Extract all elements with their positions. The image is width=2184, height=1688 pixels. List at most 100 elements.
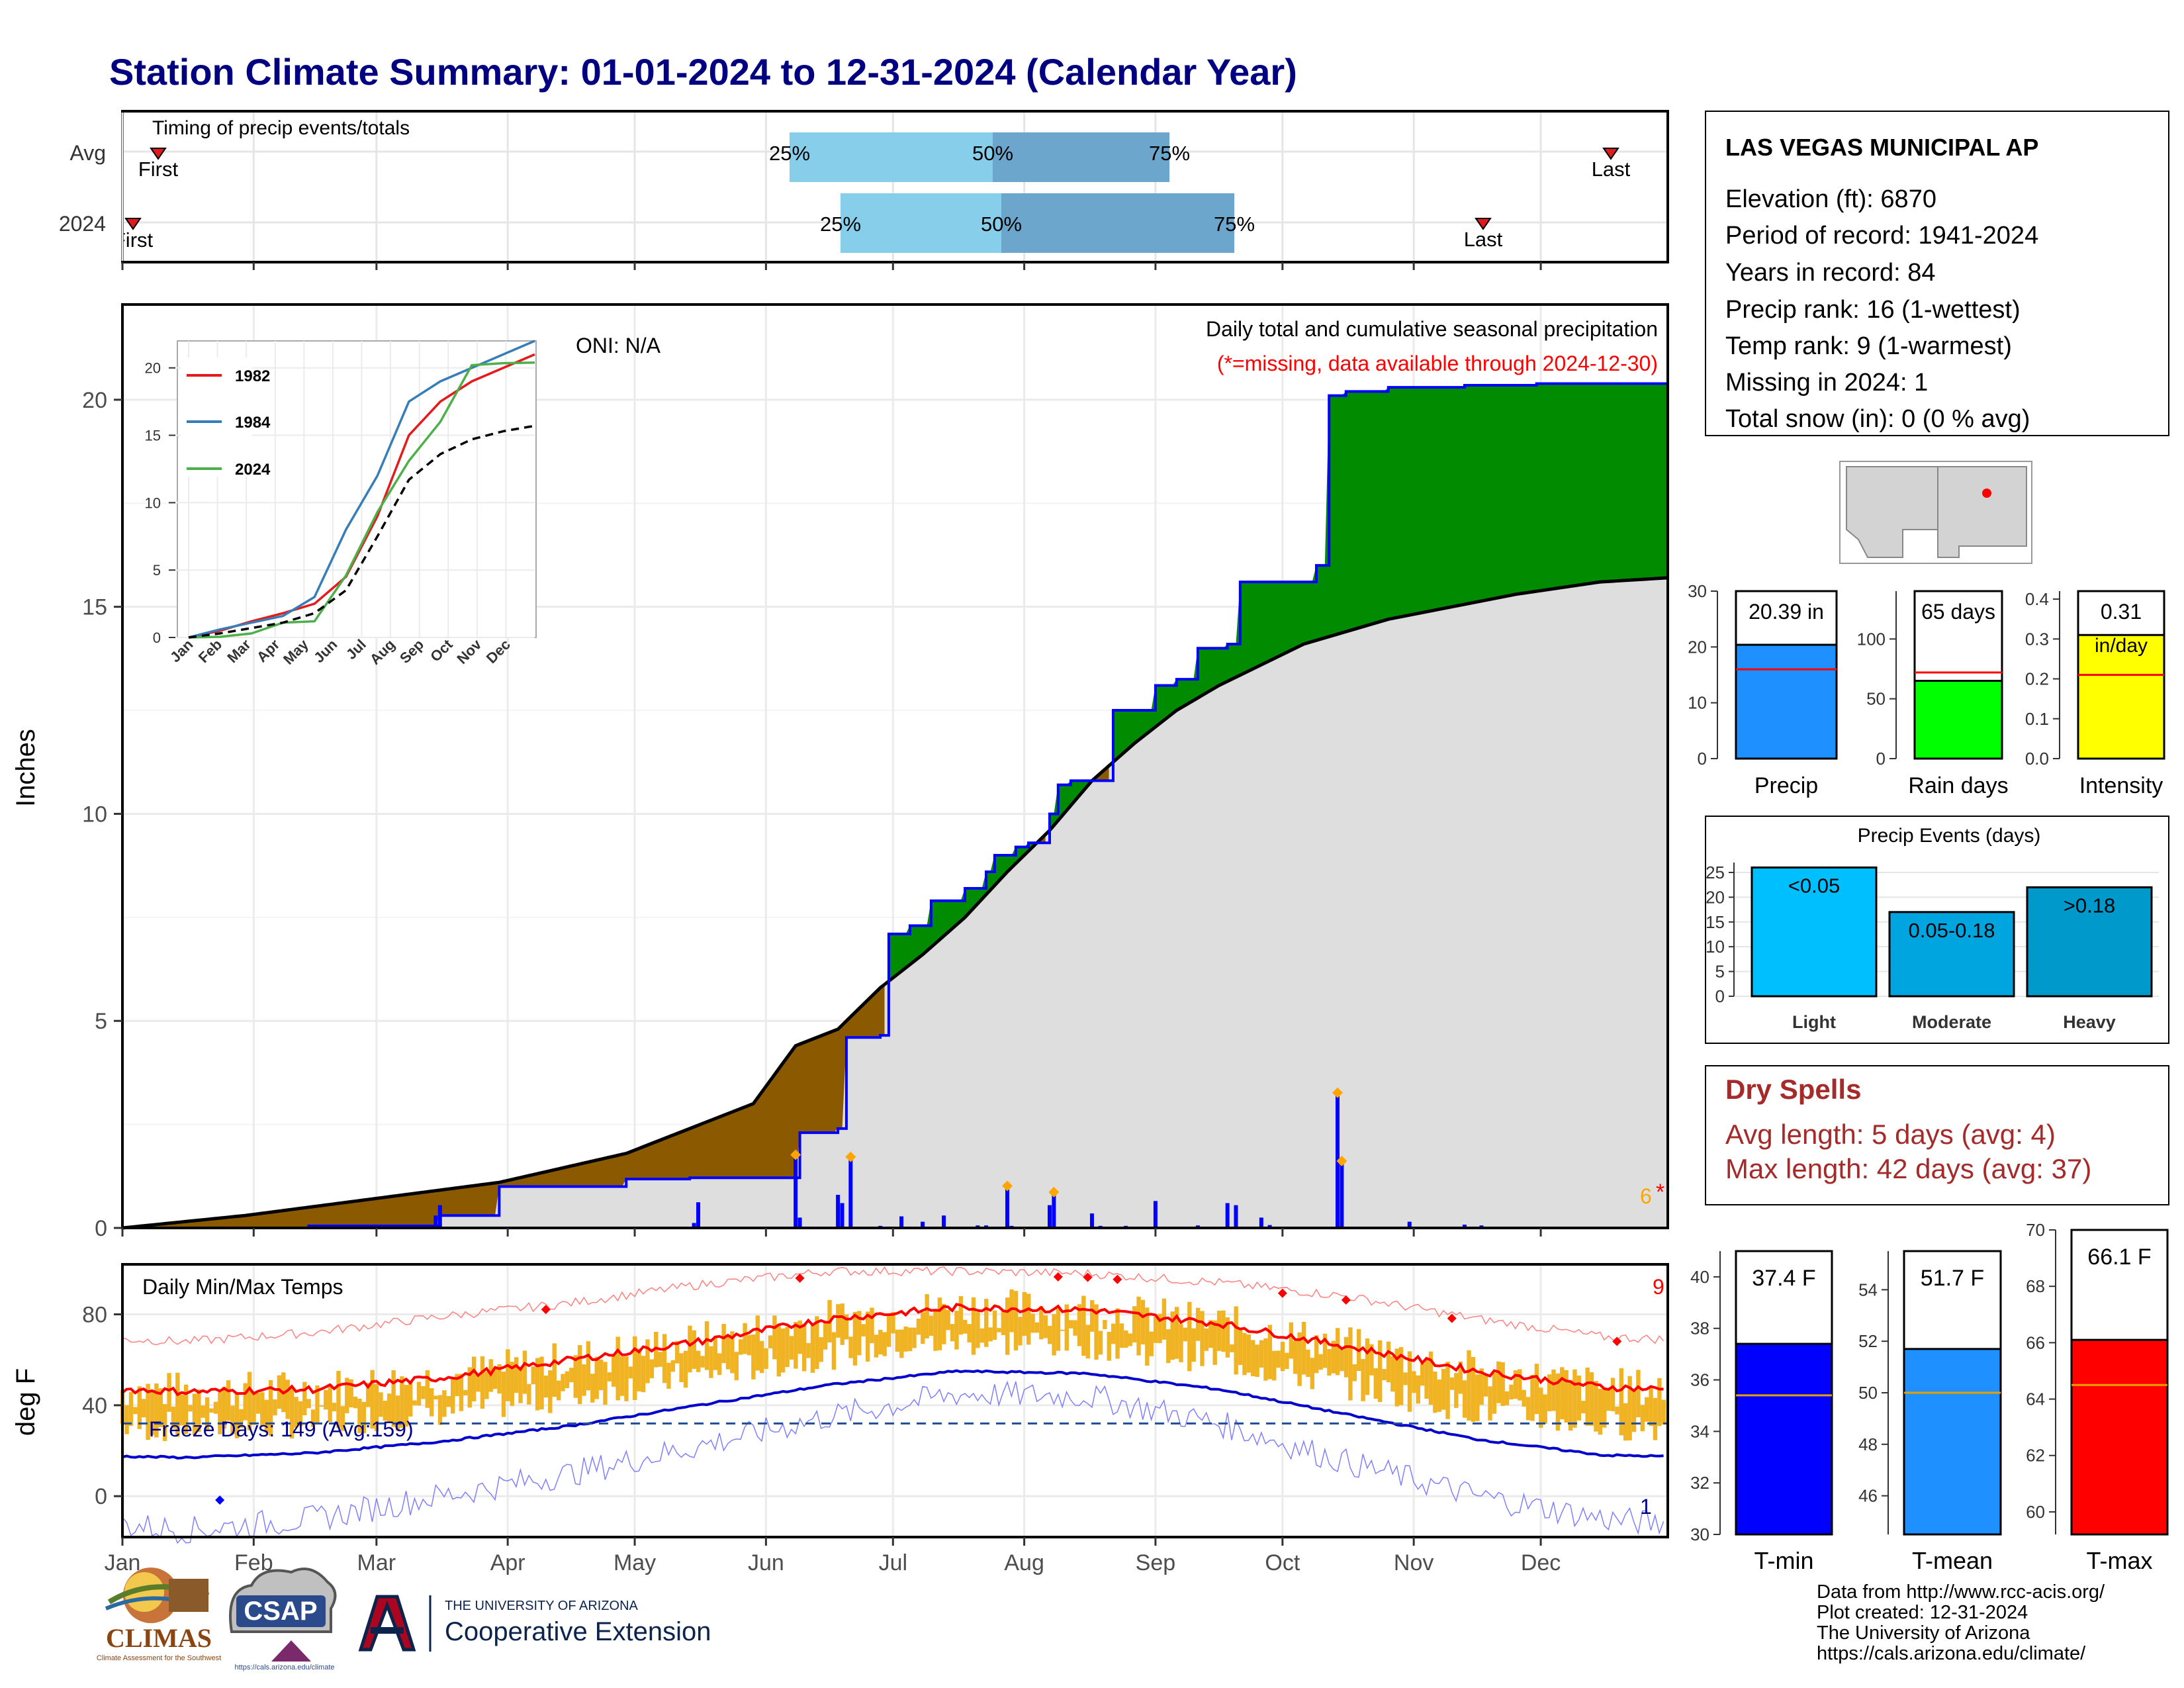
daily-precip-bar (921, 1221, 925, 1228)
daily-temp-bar (1204, 1328, 1209, 1351)
daily-temp-bar (1602, 1387, 1607, 1428)
daily-temp-bar (662, 1334, 667, 1383)
daily-temp-bar (137, 1386, 142, 1429)
daily-temp-bar (179, 1395, 184, 1426)
dry-spells-avg: Avg length: 5 days (avg: 4) (1725, 1119, 2056, 1150)
daily-temp-bar (1128, 1333, 1132, 1346)
daily-temp-bar (946, 1309, 950, 1331)
event-bar-label: Heavy (2063, 1012, 2116, 1032)
daily-temp-bar (1382, 1369, 1387, 1380)
daily-temp-bar (725, 1335, 731, 1370)
daily-temp-bar (1496, 1361, 1501, 1403)
timing-avg-bar-50-75 (993, 132, 1169, 182)
daily-temp-bar (1085, 1325, 1090, 1359)
timing-avg-p75: 75% (1149, 142, 1190, 165)
daily-temp-bar (688, 1325, 692, 1373)
daily-temp-bar (421, 1385, 426, 1399)
daily-temp-bar (645, 1339, 650, 1383)
daily-temp-bar (1179, 1324, 1183, 1362)
daily-temp-bar (1420, 1363, 1425, 1386)
daily-temp-bar (586, 1341, 591, 1391)
daily-temp-bar (1543, 1394, 1547, 1424)
daily-temp-bar (1107, 1332, 1111, 1361)
daily-temp-bar (1060, 1329, 1065, 1331)
daily-temp-bar (577, 1344, 582, 1405)
daily-temp-bar (963, 1319, 968, 1334)
tmin-bar (1735, 1342, 1833, 1536)
daily-temp-bar (459, 1374, 464, 1411)
daily-temp-bar (743, 1323, 747, 1354)
daily-temp-bar (1534, 1364, 1539, 1415)
daily-temp-bar (819, 1337, 823, 1362)
raindays-mini-chart: 0 50 100 65 days Rain days (1857, 590, 2009, 798)
daily-temp-bar (467, 1367, 472, 1408)
avg-max-line (121, 1303, 1664, 1397)
daily-temp-bar (1636, 1370, 1641, 1417)
precip-areas (122, 382, 1668, 1230)
daily-temp-bar (366, 1383, 371, 1407)
daily-temp-bar (1145, 1307, 1150, 1366)
daily-temp-bar (370, 1370, 375, 1429)
daily-precip-bar (942, 1215, 946, 1228)
precip-tick-label: 30 (1688, 581, 1707, 601)
daily-temp-bar (751, 1334, 756, 1380)
daily-temp-bar (188, 1405, 193, 1412)
daily-temp-bar (1585, 1367, 1590, 1426)
daily-temp-bar (1234, 1306, 1238, 1375)
events-tick-label: 25 (1706, 863, 1725, 882)
daily-temp-bar (349, 1379, 353, 1408)
record-high-marker (1083, 1272, 1093, 1282)
intensity-tick-label: 0.1 (2025, 709, 2049, 729)
events-tick-label: 5 (1715, 962, 1725, 982)
daily-temp-bar (916, 1318, 921, 1335)
daily-temp-bar (183, 1384, 189, 1434)
daily-temp-bar (1009, 1289, 1014, 1333)
daily-temp-bar (1251, 1340, 1255, 1376)
daily-precip-bar (1052, 1192, 1056, 1228)
daily-temp-bar (1373, 1368, 1378, 1399)
daily-temp-bar (954, 1311, 959, 1350)
daily-temp-bar (1518, 1369, 1522, 1401)
daily-temp-bar (1458, 1361, 1463, 1394)
intensity-tick-label: 0.3 (2025, 629, 2049, 649)
daily-temp-bar (1377, 1340, 1383, 1402)
daily-temp-bar (1242, 1333, 1247, 1376)
record-high-marker (1341, 1295, 1351, 1305)
daily-temp-bar (167, 1373, 171, 1412)
daily-temp-bar (1314, 1335, 1319, 1374)
daily-temp-bar (141, 1399, 146, 1418)
daily-temp-bar (1449, 1377, 1455, 1390)
dry-spells-box: Dry Spells Avg length: 5 days (avg: 4) M… (1705, 1065, 2169, 1205)
precip-label: Precip (1754, 773, 1818, 798)
daily-temp-bar (315, 1385, 320, 1425)
intensity-tick-label: 0.2 (2025, 669, 2049, 689)
timing-avg-last-label: Last (1592, 158, 1631, 181)
station-line-2: Period of record: 1941-2024 (1725, 222, 2038, 250)
month-label: Jan (105, 1550, 141, 1575)
daily-temp-bar (391, 1370, 396, 1427)
daily-temp-bar (1467, 1350, 1471, 1421)
daily-temp-bar (903, 1326, 908, 1352)
daily-temp-bar (400, 1376, 404, 1428)
daily-temp-bar (1462, 1380, 1467, 1418)
daily-temp-bar (1631, 1389, 1637, 1432)
daily-temp-bar (150, 1390, 155, 1435)
tmean-tick-label: 50 (1858, 1383, 1878, 1403)
daily-temp-bar (1594, 1381, 1598, 1432)
daily-temp-bar (747, 1335, 752, 1356)
daily-temp-bar (387, 1393, 392, 1423)
daily-precip-bar (1267, 1225, 1272, 1228)
daily-temp-bar (1026, 1293, 1031, 1345)
daily-precip-bar (433, 1215, 438, 1228)
month-label: Aug (1004, 1550, 1044, 1575)
timing-2024-last-label: Last (1464, 228, 1503, 251)
daily-temp-bar (658, 1352, 662, 1367)
daily-temp-bar (755, 1315, 760, 1371)
daily-temp-bar (958, 1296, 964, 1335)
daily-temp-bar (404, 1385, 409, 1427)
daily-temp-bar (1331, 1340, 1336, 1374)
intensity-value: 0.31 (2101, 600, 2142, 624)
daily-temp-bar (679, 1353, 684, 1383)
daily-temp-bar (324, 1389, 328, 1410)
